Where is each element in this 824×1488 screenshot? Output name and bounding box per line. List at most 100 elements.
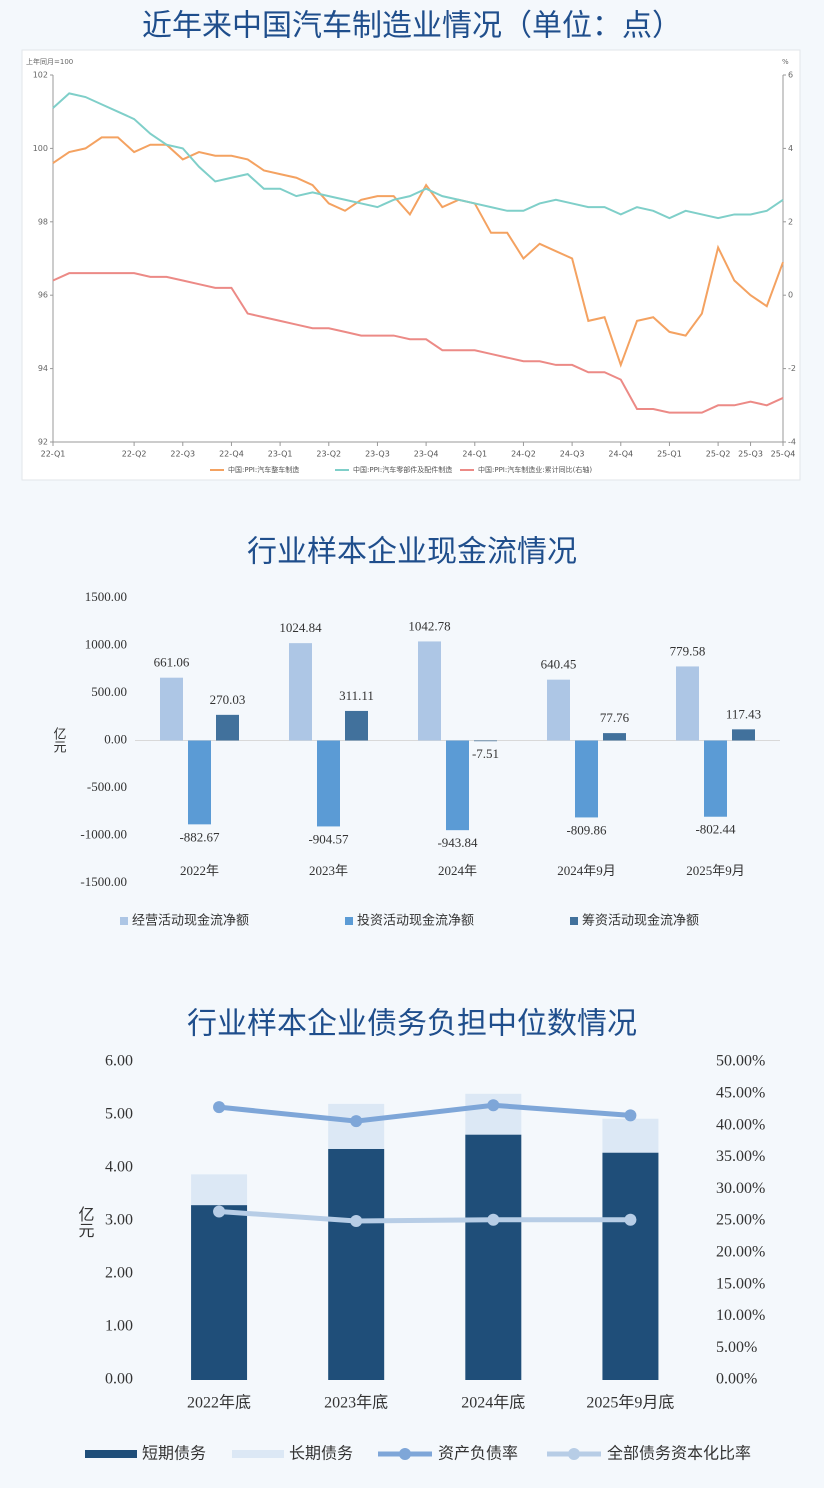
y2-tick-label: 6 [788,71,793,80]
value-label: 1024.84 [279,620,322,635]
legend-label: 短期债务 [142,1444,206,1463]
legend-marker [399,1448,411,1460]
bar-segment [191,1174,248,1206]
y-tick-label: 3.00 [105,1212,133,1229]
y2-tick-label: 30.00% [716,1180,765,1197]
value-label: -802.44 [695,822,736,837]
y-tick-label: 0.00 [104,731,127,746]
line-marker [624,1109,637,1122]
x-tick-label: 23-Q3 [365,450,390,459]
bar [160,677,183,741]
bar-segment [602,1118,659,1153]
y2-tick-label: 45.00% [716,1084,765,1101]
line-marker [213,1205,226,1218]
legend-marker [568,1448,580,1460]
y-tick-label: 6.00 [105,1053,133,1070]
x-tick-label: 24-Q1 [462,450,487,459]
y-tick-label: 102 [33,71,48,80]
line-marker [487,1213,500,1226]
value-label: 640.45 [541,657,577,672]
bar [446,740,469,831]
y-tick-label: -1000.00 [80,826,127,841]
bar [575,740,598,818]
y2-tick-label: 0.00% [716,1371,757,1388]
legend-label: 全部债务资本化比率 [607,1444,751,1463]
x-tick-label: 2025年9月底 [586,1394,674,1412]
line-marker [487,1099,500,1112]
line-marker [350,1115,363,1128]
bar [474,740,497,742]
y2-tick-label: 25.00% [716,1212,765,1229]
x-tick-label: 25-Q3 [738,450,763,459]
series-line [52,272,784,414]
legend-swatch [232,1450,284,1458]
legend-label: 投资活动现金流净额 [357,913,474,929]
x-tick-label: 25-Q4 [771,450,796,459]
legend-label: 中国:PPI:汽车整车制造 [228,465,299,474]
bar [216,714,239,741]
y-tick-label: 0.00 [105,1371,133,1388]
chart-title: 行业样本企业现金流情况 [247,535,577,570]
value-label: -809.86 [566,822,607,837]
legend-label: 筹资活动现金流净额 [582,913,699,929]
x-tick-label: 22-Q2 [122,450,147,459]
x-tick-label: 2023年底 [324,1394,388,1412]
x-tick-label: 23-Q2 [316,450,341,459]
y2-tick-label: 15.00% [716,1275,765,1292]
bar-segment [328,1148,385,1380]
x-tick-label: 25-Q2 [706,450,731,459]
x-tick-label: 2025年9月 [686,863,745,878]
bar [704,740,727,817]
value-label: -882.67 [179,829,220,844]
value-label: -943.84 [437,835,478,850]
x-tick-label: 24-Q2 [511,450,536,459]
y2-tick-label: 5.00% [716,1339,757,1356]
legend-label: 中国:PPI:汽车制造业:累计同比(右轴) [478,465,592,474]
value-label: 1042.78 [408,618,450,633]
x-tick-label: 2022年 [180,863,219,878]
x-tick-label: 23-Q4 [414,450,439,459]
series-line [218,1208,631,1224]
line-marker [350,1215,363,1227]
y-tick-label: 1000.00 [85,636,127,651]
bar [418,641,441,741]
value-label: 270.03 [210,692,246,707]
y-tick-label: 500.00 [91,684,127,699]
y-tick-label: 1500.00 [85,589,127,604]
y-tick-label: 4.00 [105,1159,133,1176]
y-tick-label: -1500.00 [80,874,127,889]
y2-tick-label: 0 [788,291,793,300]
y-tick-label: 1.00 [105,1318,133,1335]
y-tick-label: 5.00 [105,1106,133,1123]
x-tick-label: 24-Q4 [608,450,633,459]
bar [188,740,211,825]
bar [547,679,570,741]
y-axis-label: 上年同月=100 [26,57,73,66]
bar [676,666,699,741]
legend-label: 长期债务 [289,1444,353,1463]
chart-title: 近年来中国汽车制造业情况（单位：点） [142,9,682,44]
value-label: 311.11 [339,688,374,703]
value-label: 77.76 [600,710,630,725]
x-tick-label: 24-Q3 [560,450,585,459]
y2-tick-label: 10.00% [716,1307,765,1324]
y2-tick-label: 20.00% [716,1243,765,1260]
y-axis-label: 亿元 [51,727,67,754]
value-label: 117.43 [726,706,761,721]
x-tick-label: 23-Q1 [268,450,293,459]
bar [732,729,755,741]
line-marker [213,1101,226,1114]
value-label: -904.57 [308,831,349,846]
legend-swatch [85,1450,137,1458]
bar [289,643,312,741]
x-tick-label: 22-Q4 [219,450,244,459]
bar [603,733,626,741]
y2-tick-label: -4 [788,438,796,447]
legend-label: 经营活动现金流净额 [132,913,249,929]
chart-title: 行业样本企业债务负担中位数情况 [187,1007,637,1042]
y-tick-label: 98 [38,217,48,226]
y-tick-label: 100 [33,144,48,153]
y2-tick-label: 2 [788,217,793,226]
series-line [52,92,784,220]
